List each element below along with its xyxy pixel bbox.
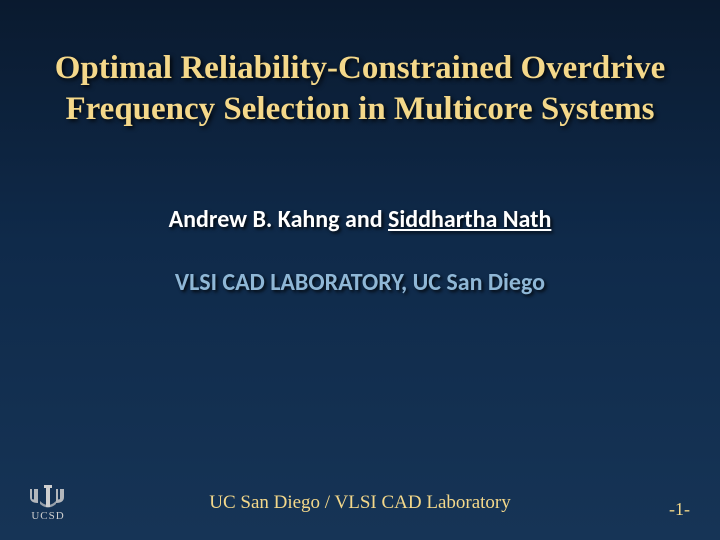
trident-icon: [26, 483, 70, 509]
slide: Optimal Reliability-Constrained Overdriv…: [0, 0, 720, 540]
author-underlined: Siddhartha Nath: [388, 205, 551, 234]
affiliation: VLSI CAD LABORATORY, UC San Diego: [40, 268, 680, 297]
ucsd-logo: UCSD: [20, 483, 76, 522]
footer-text: UC San Diego / VLSI CAD Laboratory: [0, 492, 720, 514]
page-number: -1-: [669, 499, 690, 520]
author-prefix: Andrew B. Kahng and: [169, 205, 388, 234]
slide-title: Optimal Reliability-Constrained Overdriv…: [40, 48, 680, 131]
authors-line: Andrew B. Kahng and Siddhartha Nath: [40, 205, 680, 234]
logo-text: UCSD: [20, 510, 76, 522]
